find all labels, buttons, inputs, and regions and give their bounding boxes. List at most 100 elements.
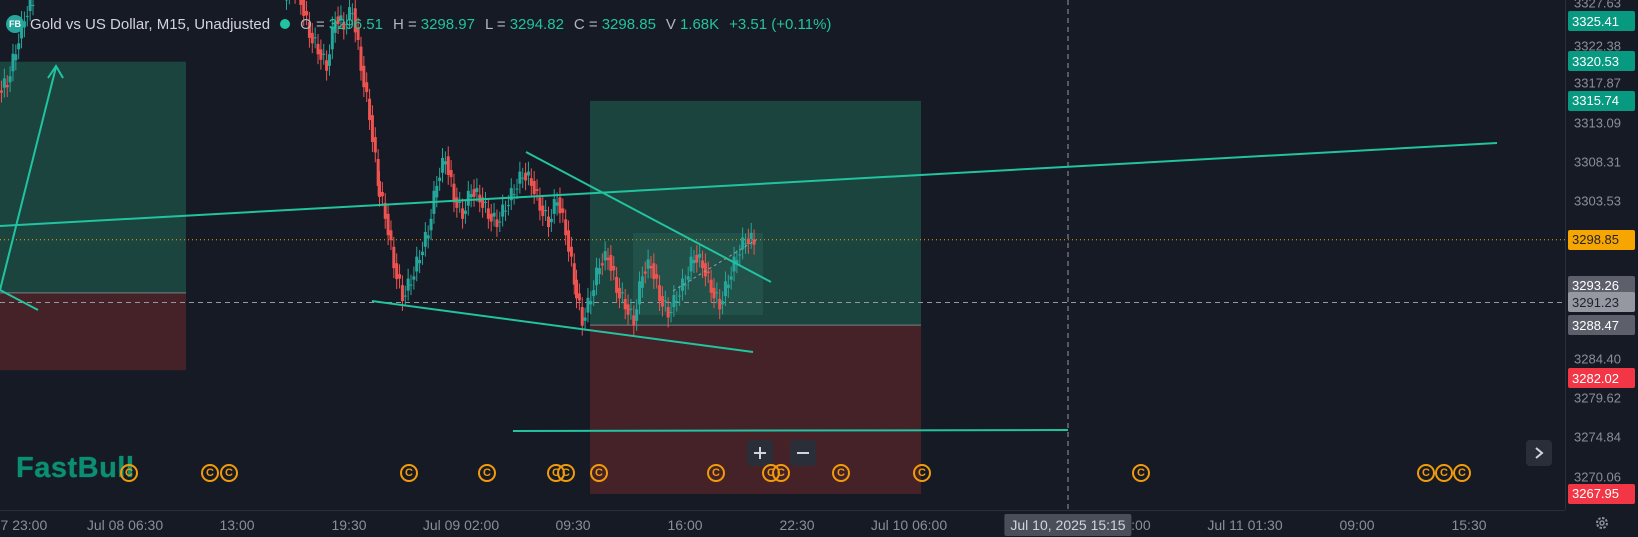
candle-body bbox=[730, 276, 733, 279]
candle-body bbox=[747, 239, 750, 244]
candle-body bbox=[738, 254, 741, 255]
price-tick-label: 3313.09 bbox=[1574, 115, 1621, 130]
economic-event-icon[interactable]: C bbox=[557, 464, 575, 482]
economic-event-icon[interactable]: C bbox=[1417, 464, 1435, 482]
candle-body bbox=[524, 173, 527, 181]
symbol-header: FB Gold vs US Dollar, M15, Unadjusted O … bbox=[6, 12, 831, 36]
candle-body bbox=[11, 54, 14, 72]
economic-event-icon[interactable]: C bbox=[400, 464, 418, 482]
price-label-badge: 3291.23 bbox=[1568, 292, 1635, 312]
candle-body bbox=[584, 318, 587, 321]
candle-body bbox=[607, 258, 610, 260]
candle-body bbox=[544, 210, 547, 211]
zoom-in-button[interactable] bbox=[747, 440, 773, 466]
symbol-title[interactable]: Gold vs US Dollar, M15, Unadjusted bbox=[30, 16, 270, 33]
candle-body bbox=[541, 206, 544, 216]
price-label-badge: 3315.74 bbox=[1568, 91, 1635, 111]
candle-body bbox=[655, 274, 658, 278]
candle-body bbox=[533, 181, 536, 194]
candle-body bbox=[575, 280, 578, 299]
candle-body bbox=[418, 260, 421, 263]
candle-body bbox=[598, 268, 601, 274]
economic-event-icon[interactable]: C bbox=[1453, 464, 1471, 482]
economic-event-icon[interactable]: C bbox=[707, 464, 725, 482]
candle-body bbox=[667, 307, 670, 317]
long-position-loss-zone bbox=[590, 325, 921, 494]
economic-event-icon[interactable]: C bbox=[590, 464, 608, 482]
candle-body bbox=[398, 274, 401, 278]
economic-event-icon[interactable]: C bbox=[772, 464, 790, 482]
time-tick-label: 09:30 bbox=[555, 517, 590, 533]
economic-event-icon[interactable]: C bbox=[913, 464, 931, 482]
candle-body bbox=[322, 54, 325, 55]
economic-event-icon[interactable]: C bbox=[832, 464, 850, 482]
candle-body bbox=[435, 186, 438, 198]
candle-body bbox=[3, 78, 6, 87]
economic-event-icon[interactable]: C bbox=[1132, 464, 1150, 482]
candle-body bbox=[493, 213, 496, 217]
economic-event-icon[interactable]: C bbox=[201, 464, 219, 482]
candle-body bbox=[664, 301, 667, 302]
candle-body bbox=[698, 254, 701, 258]
candle-body bbox=[647, 259, 650, 268]
candle-body bbox=[458, 202, 461, 203]
candle-body bbox=[14, 54, 17, 60]
candle-body bbox=[401, 285, 404, 301]
candle-body bbox=[692, 260, 695, 263]
candle-body bbox=[621, 292, 624, 293]
candle-body bbox=[618, 288, 621, 298]
zoom-out-button[interactable] bbox=[790, 440, 816, 466]
candle-body bbox=[17, 43, 20, 49]
candle-body bbox=[395, 263, 398, 279]
candle-body bbox=[615, 277, 618, 293]
candle-body bbox=[721, 301, 724, 304]
price-label-badge: 3282.02 bbox=[1568, 368, 1635, 388]
candle-body bbox=[712, 288, 715, 298]
candle-body bbox=[467, 191, 470, 206]
chart-plot[interactable] bbox=[0, 0, 1565, 510]
candle-body bbox=[661, 296, 664, 306]
economic-event-icon[interactable]: C bbox=[220, 464, 238, 482]
candle-body bbox=[461, 208, 464, 218]
candle-body bbox=[407, 279, 410, 291]
candle-body bbox=[415, 257, 418, 272]
time-tick-label: 16:00 bbox=[667, 517, 702, 533]
candle-body bbox=[750, 233, 753, 239]
candle-body bbox=[741, 237, 744, 249]
candle-body bbox=[498, 222, 501, 223]
economic-event-icon[interactable]: C bbox=[120, 464, 138, 482]
candle-body bbox=[690, 257, 693, 272]
candle-body bbox=[317, 44, 320, 54]
candle-body bbox=[484, 202, 487, 203]
time-tick-label: 09:00 bbox=[1339, 517, 1374, 533]
candle-body bbox=[701, 260, 704, 268]
candle-body bbox=[412, 276, 415, 279]
candle-body bbox=[724, 281, 727, 296]
candle-body bbox=[518, 172, 521, 184]
time-tick-label: 15:30 bbox=[1451, 517, 1486, 533]
high-value: 3298.97 bbox=[421, 16, 475, 33]
candle-body bbox=[464, 211, 467, 214]
candle-body bbox=[490, 214, 493, 222]
candle-body bbox=[473, 189, 476, 197]
candle-body bbox=[670, 312, 673, 313]
candle-body bbox=[644, 271, 647, 273]
economic-event-icon[interactable]: C bbox=[478, 464, 496, 482]
candle-body bbox=[578, 293, 581, 300]
candle-body bbox=[362, 66, 365, 87]
candle-body bbox=[421, 252, 424, 255]
chart-settings-button[interactable] bbox=[1590, 511, 1614, 535]
scroll-to-realtime-button[interactable] bbox=[1526, 440, 1552, 466]
candle-body bbox=[556, 202, 559, 205]
candle-body bbox=[371, 115, 374, 142]
close-value: 3298.85 bbox=[602, 16, 656, 33]
time-tick-label: 13:00 bbox=[219, 517, 254, 533]
candle-body bbox=[504, 211, 507, 212]
candle-body bbox=[325, 60, 328, 70]
candle-body bbox=[0, 90, 3, 92]
economic-event-icon[interactable]: C bbox=[1435, 464, 1453, 482]
candle-body bbox=[427, 235, 430, 238]
